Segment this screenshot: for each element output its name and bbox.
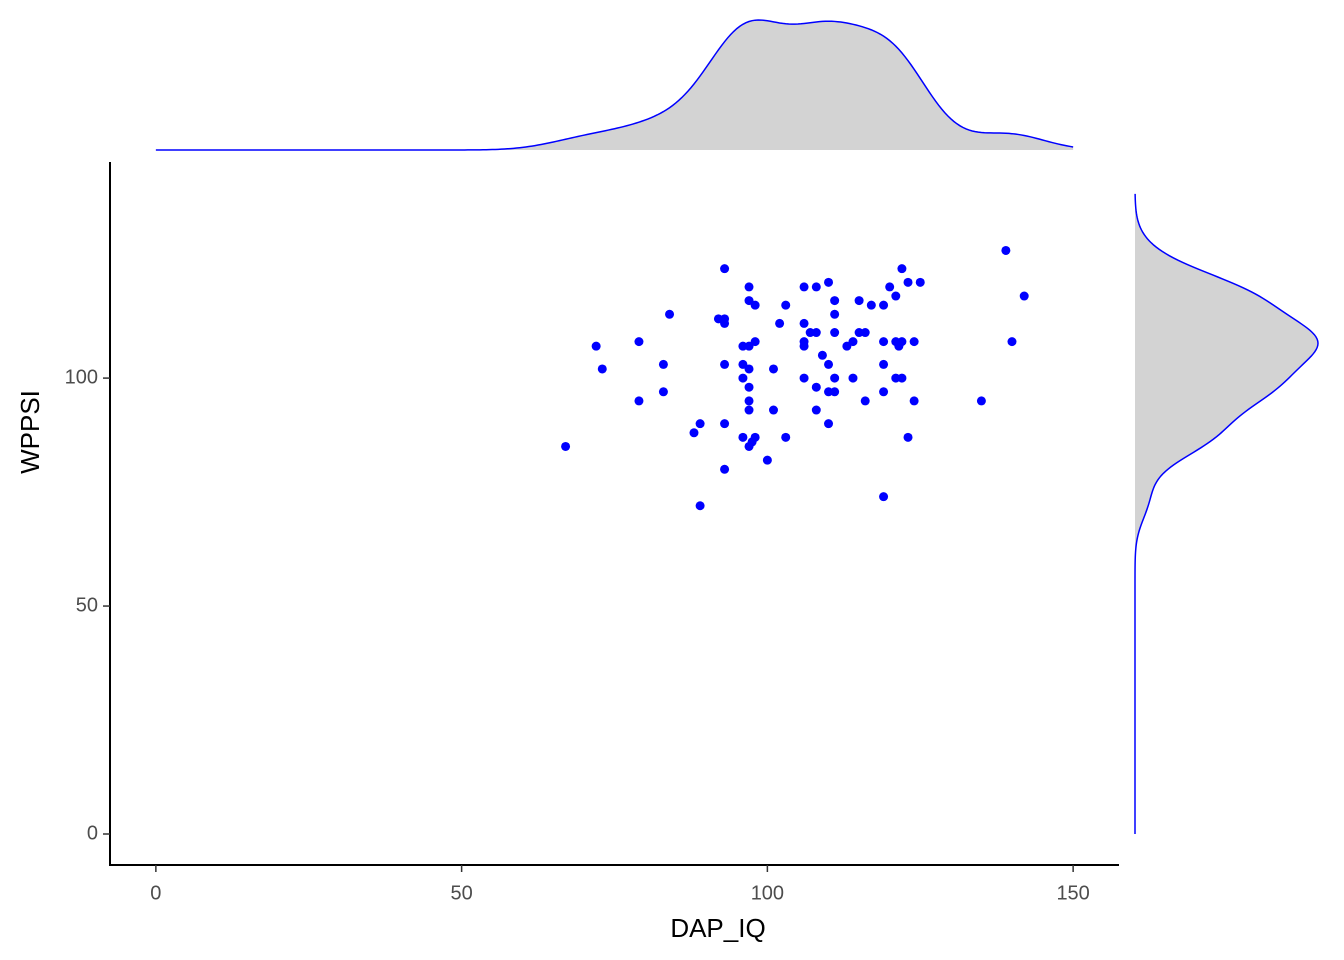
point: [781, 300, 791, 310]
point: [866, 300, 876, 310]
y-tick-label: 0: [87, 822, 98, 844]
point: [744, 341, 754, 351]
point: [720, 318, 730, 328]
point: [909, 337, 919, 347]
point: [634, 396, 644, 406]
point: [768, 364, 778, 374]
point: [842, 341, 852, 351]
point: [860, 396, 870, 406]
point: [695, 419, 705, 429]
y-density-line: [1134, 193, 1319, 834]
point: [781, 432, 791, 442]
point: [897, 337, 907, 347]
point: [909, 396, 919, 406]
point: [744, 396, 754, 406]
point: [811, 328, 821, 338]
point: [1019, 291, 1029, 301]
point: [854, 296, 864, 306]
point: [811, 382, 821, 392]
point: [848, 337, 858, 347]
point: [768, 405, 778, 415]
point: [830, 328, 840, 338]
point: [750, 432, 760, 442]
point: [891, 291, 901, 301]
point: [1001, 245, 1011, 255]
point: [762, 455, 772, 465]
point: [591, 341, 601, 351]
point: [720, 419, 730, 429]
point: [799, 318, 809, 328]
point: [738, 373, 748, 383]
point: [830, 296, 840, 306]
point: [830, 309, 840, 319]
point: [976, 396, 986, 406]
point: [860, 328, 870, 338]
x-tick-label: 0: [150, 882, 161, 904]
point: [830, 373, 840, 383]
point: [824, 277, 834, 287]
point: [879, 300, 889, 310]
point: [830, 387, 840, 397]
point: [689, 428, 699, 438]
point: [817, 350, 827, 360]
point: [897, 373, 907, 383]
point: [879, 337, 889, 347]
point: [775, 318, 785, 328]
point: [799, 282, 809, 292]
x-tick-label: 100: [751, 882, 784, 904]
point: [658, 359, 668, 369]
x-density-line: [155, 19, 1074, 151]
point: [885, 282, 895, 292]
point: [879, 359, 889, 369]
point: [1007, 337, 1017, 347]
x-axis-label: DAP_IQ: [670, 913, 765, 943]
point: [738, 432, 748, 442]
point: [720, 359, 730, 369]
point: [744, 382, 754, 392]
point: [561, 441, 571, 451]
point: [744, 405, 754, 415]
y-axis-label: WPPSI: [15, 390, 45, 474]
point: [738, 359, 748, 369]
point: [665, 309, 675, 319]
point: [897, 264, 907, 274]
point: [903, 277, 913, 287]
point: [744, 364, 754, 374]
point: [811, 282, 821, 292]
point: [750, 337, 760, 347]
point: [879, 492, 889, 502]
point: [799, 341, 809, 351]
point: [811, 405, 821, 415]
point: [634, 337, 644, 347]
point: [744, 282, 754, 292]
point: [915, 277, 925, 287]
point: [695, 501, 705, 511]
x-tick-label: 150: [1056, 882, 1089, 904]
y-tick-label: 50: [76, 594, 98, 616]
point: [824, 419, 834, 429]
point: [720, 464, 730, 474]
point: [658, 387, 668, 397]
point: [848, 373, 858, 383]
point: [744, 296, 754, 306]
point: [903, 432, 913, 442]
point: [824, 359, 834, 369]
point: [750, 300, 760, 310]
x-density: [155, 20, 1074, 150]
point: [879, 387, 889, 397]
point: [597, 364, 607, 374]
y-density: [1135, 193, 1318, 834]
y-tick-label: 100: [65, 366, 98, 388]
point: [720, 264, 730, 274]
point: [799, 373, 809, 383]
x-tick-label: 50: [450, 882, 472, 904]
